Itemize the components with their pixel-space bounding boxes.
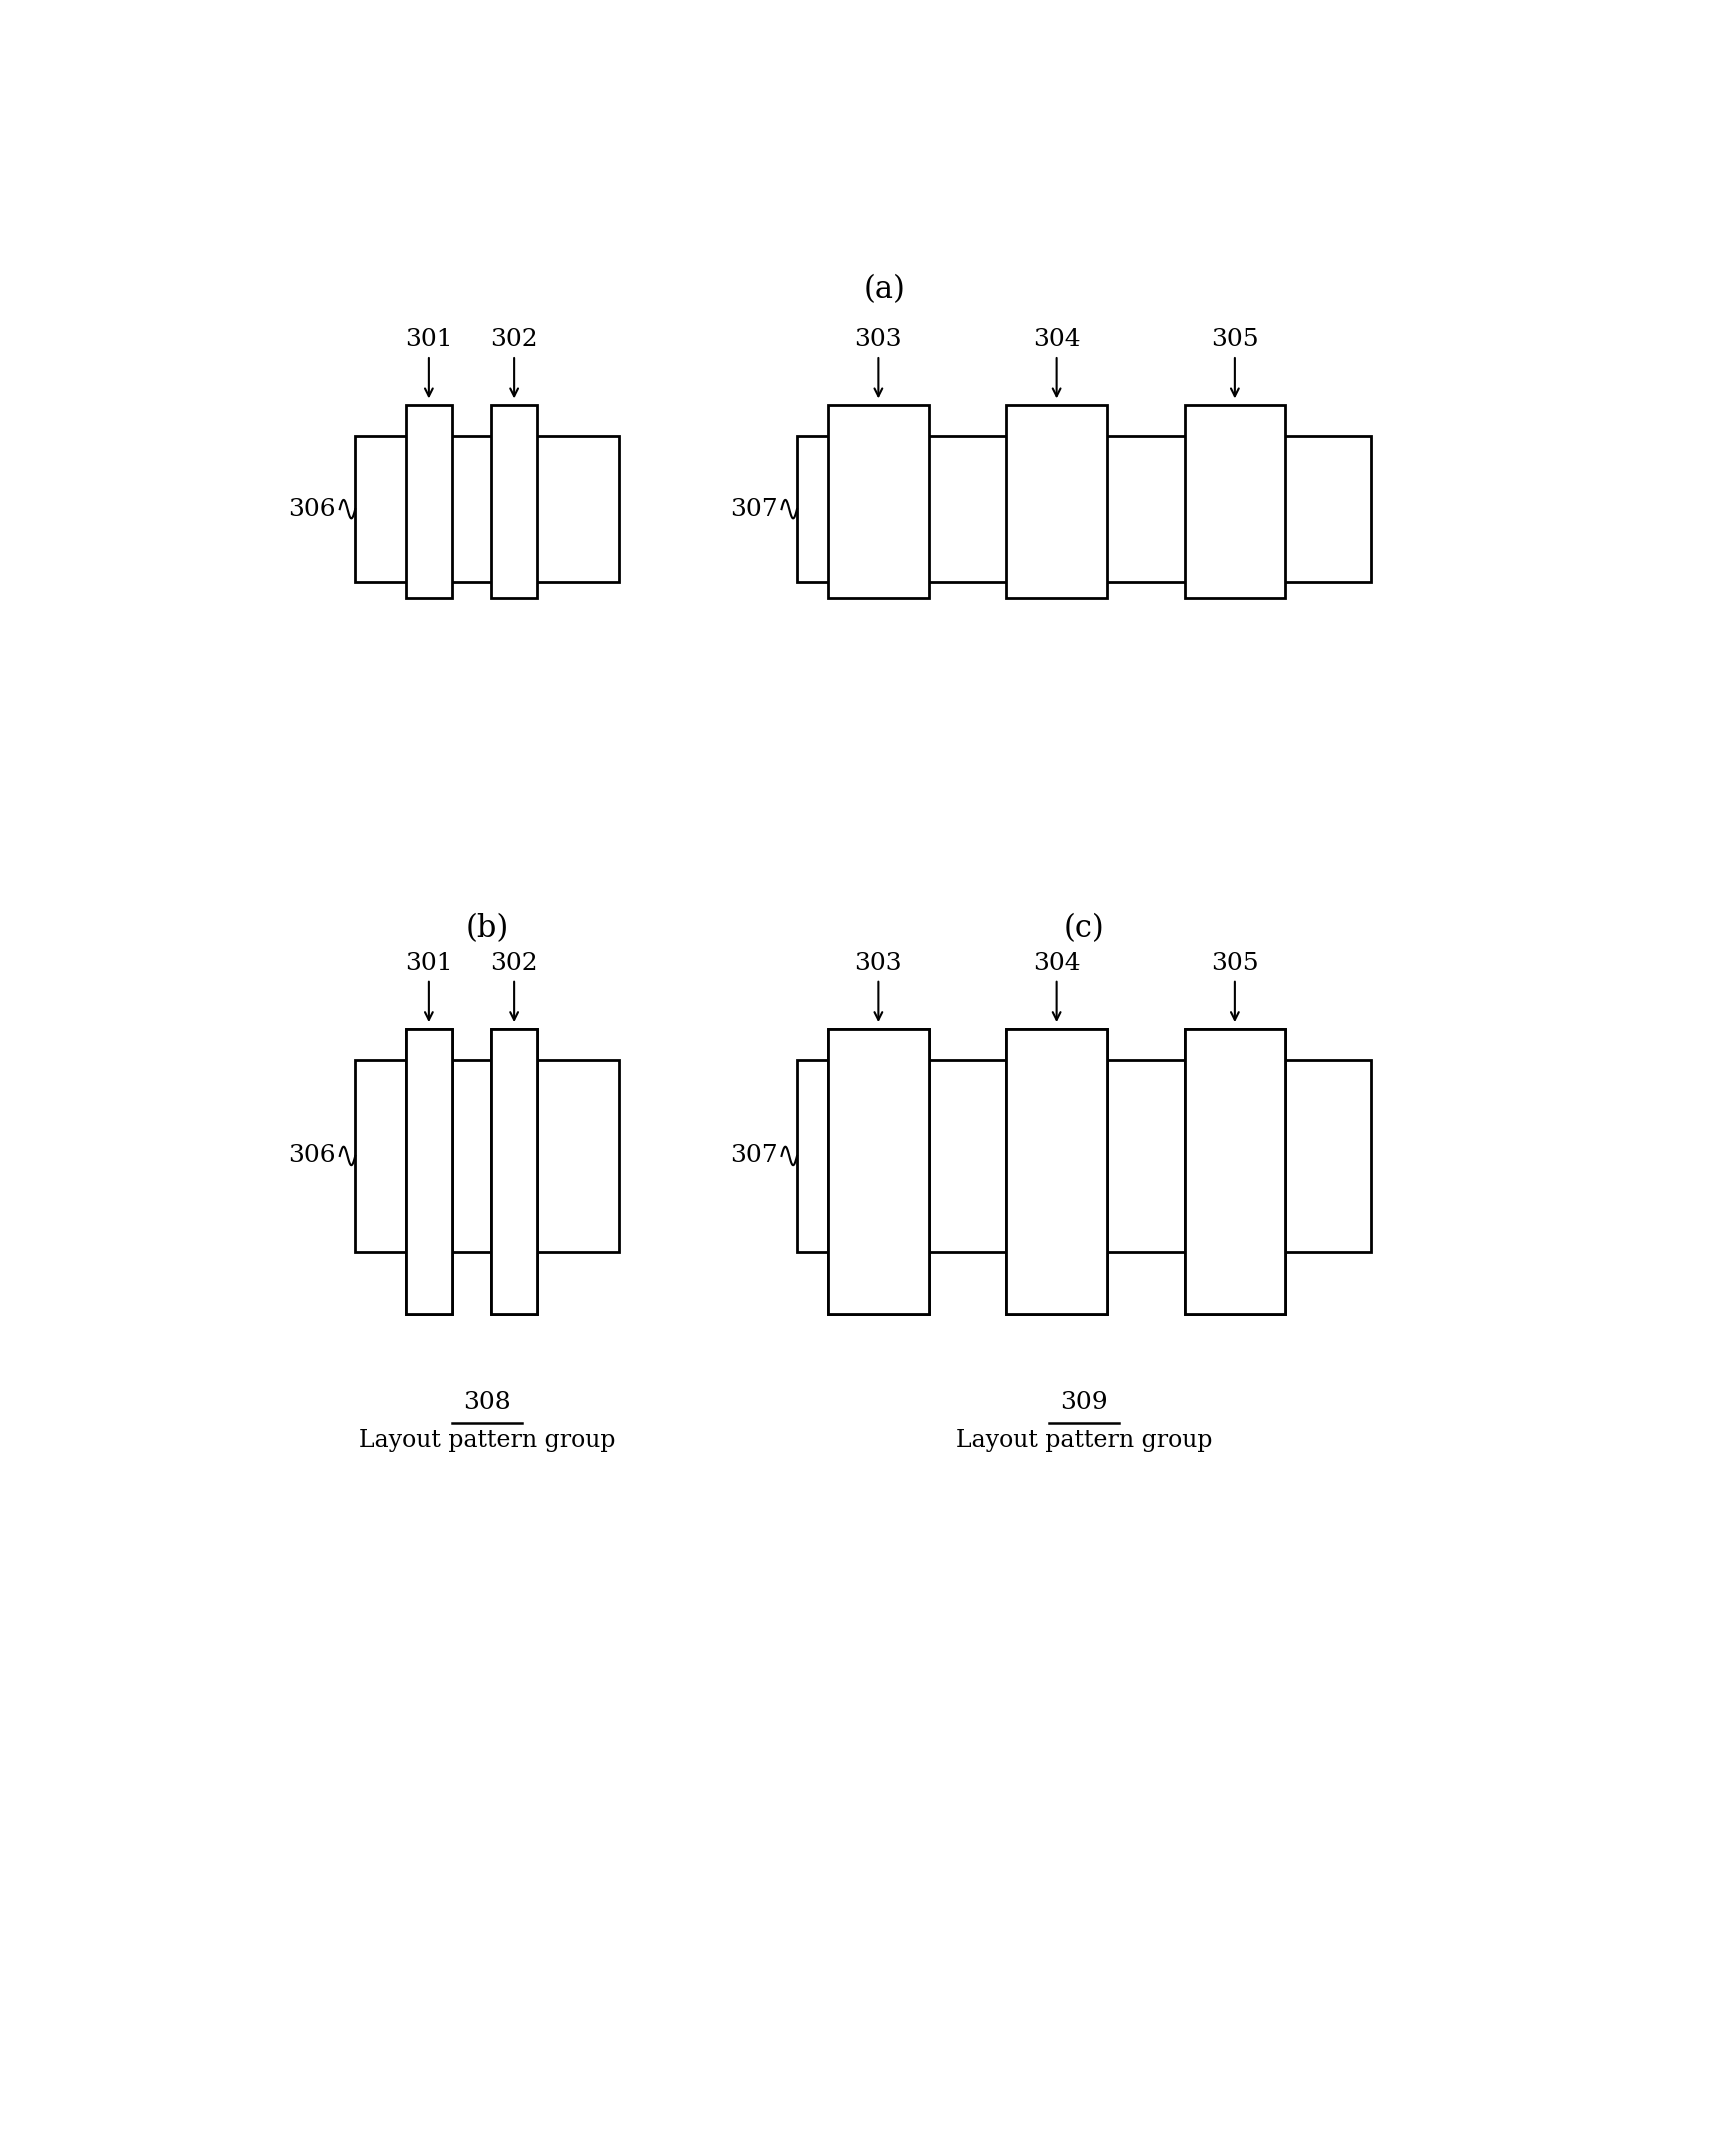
Text: 307: 307 xyxy=(730,497,778,521)
Bar xyxy=(490,1028,537,1314)
Text: 305: 305 xyxy=(1212,329,1258,351)
Text: 301: 301 xyxy=(406,953,452,974)
Bar xyxy=(490,1028,537,1314)
Bar xyxy=(406,404,452,598)
Text: Layout pattern group: Layout pattern group xyxy=(359,1428,614,1452)
Bar xyxy=(828,1028,929,1314)
Text: 303: 303 xyxy=(854,329,903,351)
Bar xyxy=(1184,1028,1286,1314)
Bar xyxy=(406,1028,452,1314)
Text: 302: 302 xyxy=(490,953,539,974)
Bar xyxy=(356,437,618,583)
Text: 304: 304 xyxy=(1032,953,1080,974)
Bar xyxy=(356,1060,618,1252)
Text: 303: 303 xyxy=(854,953,903,974)
Text: 302: 302 xyxy=(490,329,539,351)
Bar xyxy=(828,404,929,598)
Text: (b): (b) xyxy=(466,914,509,944)
Text: (c): (c) xyxy=(1063,914,1105,944)
Text: 301: 301 xyxy=(406,329,452,351)
Bar xyxy=(1006,404,1106,598)
Text: 306: 306 xyxy=(288,1144,337,1168)
Bar xyxy=(490,404,537,598)
Bar xyxy=(828,1028,929,1314)
Bar xyxy=(1184,404,1286,598)
Bar xyxy=(406,1028,452,1314)
Bar xyxy=(1006,1028,1106,1314)
Bar xyxy=(797,1060,1370,1252)
Text: (a): (a) xyxy=(863,275,906,305)
Text: Layout pattern group: Layout pattern group xyxy=(956,1428,1212,1452)
Text: 305: 305 xyxy=(1212,953,1258,974)
Bar xyxy=(1184,1028,1286,1314)
Text: 306: 306 xyxy=(288,497,337,521)
Text: 309: 309 xyxy=(1060,1392,1108,1413)
Bar xyxy=(490,1028,537,1314)
Text: 304: 304 xyxy=(1032,329,1080,351)
Bar xyxy=(797,437,1370,583)
Text: 308: 308 xyxy=(463,1392,511,1413)
Bar xyxy=(1006,1028,1106,1314)
Bar xyxy=(828,1028,929,1314)
Text: 307: 307 xyxy=(730,1144,778,1168)
Bar xyxy=(406,1028,452,1314)
Bar xyxy=(1184,1028,1286,1314)
